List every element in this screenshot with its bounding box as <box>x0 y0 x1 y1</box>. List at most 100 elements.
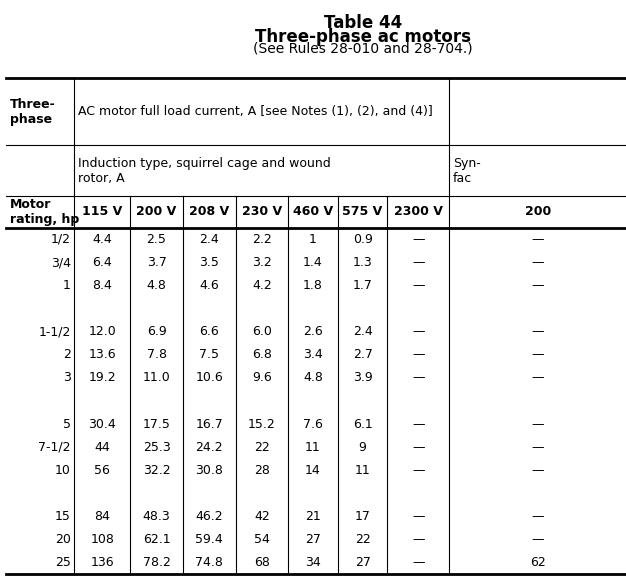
Text: 5: 5 <box>63 418 71 431</box>
Text: —: — <box>412 279 424 292</box>
Text: 16.7: 16.7 <box>195 418 223 431</box>
Text: 6.1: 6.1 <box>352 418 372 431</box>
Text: 1: 1 <box>63 279 71 292</box>
Text: 3: 3 <box>63 371 71 385</box>
Text: —: — <box>531 371 544 385</box>
Text: 20: 20 <box>55 533 71 546</box>
Text: 19.2: 19.2 <box>88 371 116 385</box>
Text: 2300 V: 2300 V <box>394 205 443 219</box>
Text: 8.4: 8.4 <box>93 279 112 292</box>
Text: —: — <box>412 464 424 477</box>
Text: 11.0: 11.0 <box>143 371 170 385</box>
Text: 3.5: 3.5 <box>199 256 219 269</box>
Text: —: — <box>531 325 544 338</box>
Text: 1/2: 1/2 <box>51 233 71 246</box>
Text: 200 V: 200 V <box>136 205 177 219</box>
Text: 15.2: 15.2 <box>248 418 276 431</box>
Text: 7.8: 7.8 <box>146 349 167 361</box>
Text: —: — <box>531 233 544 246</box>
Text: 3.7: 3.7 <box>146 256 167 269</box>
Text: 460 V: 460 V <box>293 205 333 219</box>
Text: —: — <box>412 371 424 385</box>
Text: 2: 2 <box>63 349 71 361</box>
Text: 22: 22 <box>355 533 371 546</box>
Text: 12.0: 12.0 <box>88 325 116 338</box>
Text: 10.6: 10.6 <box>195 371 223 385</box>
Text: —: — <box>412 556 424 569</box>
Text: 11: 11 <box>355 464 371 477</box>
Text: 56: 56 <box>95 464 110 477</box>
Text: Table 44: Table 44 <box>324 14 402 32</box>
Text: 3.2: 3.2 <box>252 256 272 269</box>
Text: 27: 27 <box>355 556 371 569</box>
Text: 4.8: 4.8 <box>146 279 167 292</box>
Text: 9.6: 9.6 <box>252 371 272 385</box>
Text: 575 V: 575 V <box>342 205 382 219</box>
Text: 62: 62 <box>530 556 546 569</box>
Text: 13.6: 13.6 <box>88 349 116 361</box>
Text: 4.2: 4.2 <box>252 279 272 292</box>
Text: —: — <box>531 441 544 454</box>
Text: 2.2: 2.2 <box>252 233 272 246</box>
Text: 108: 108 <box>90 533 115 546</box>
Text: 7-1/2: 7-1/2 <box>38 441 71 454</box>
Text: —: — <box>531 279 544 292</box>
Text: Induction type, squirrel cage and wound
rotor, A: Induction type, squirrel cage and wound … <box>78 157 331 184</box>
Text: —: — <box>412 325 424 338</box>
Text: 3/4: 3/4 <box>51 256 71 269</box>
Text: 22: 22 <box>254 441 270 454</box>
Text: 6.9: 6.9 <box>146 325 167 338</box>
Text: 115 V: 115 V <box>82 205 123 219</box>
Text: 25.3: 25.3 <box>143 441 170 454</box>
Text: 68: 68 <box>254 556 270 569</box>
Text: 0.9: 0.9 <box>352 233 372 246</box>
Text: 17: 17 <box>355 510 371 523</box>
Text: —: — <box>412 418 424 431</box>
Text: 7.5: 7.5 <box>199 349 219 361</box>
Text: 32.2: 32.2 <box>143 464 170 477</box>
Text: 6.4: 6.4 <box>93 256 112 269</box>
Text: 6.0: 6.0 <box>252 325 272 338</box>
Text: 200: 200 <box>525 205 551 219</box>
Text: 9: 9 <box>359 441 367 454</box>
Text: 3.9: 3.9 <box>352 371 372 385</box>
Text: 14: 14 <box>305 464 321 477</box>
Text: 25: 25 <box>55 556 71 569</box>
Text: 11: 11 <box>305 441 321 454</box>
Text: —: — <box>412 256 424 269</box>
Text: 2.5: 2.5 <box>146 233 167 246</box>
Text: 21: 21 <box>305 510 321 523</box>
Text: 1.4: 1.4 <box>303 256 323 269</box>
Text: —: — <box>531 464 544 477</box>
Text: 2.4: 2.4 <box>352 325 372 338</box>
Text: 1.8: 1.8 <box>303 279 323 292</box>
Text: —: — <box>531 533 544 546</box>
Text: 208 V: 208 V <box>189 205 229 219</box>
Text: —: — <box>531 349 544 361</box>
Text: 28: 28 <box>254 464 270 477</box>
Text: 62.1: 62.1 <box>143 533 170 546</box>
Text: —: — <box>412 533 424 546</box>
Text: 136: 136 <box>91 556 114 569</box>
Text: 6.8: 6.8 <box>252 349 272 361</box>
Text: —: — <box>531 510 544 523</box>
Text: —: — <box>412 441 424 454</box>
Text: 30.4: 30.4 <box>88 418 116 431</box>
Text: AC motor full load current, A [see Notes (1), (2), and (4)]: AC motor full load current, A [see Notes… <box>78 105 433 118</box>
Text: 6.6: 6.6 <box>199 325 219 338</box>
Text: 4.4: 4.4 <box>93 233 112 246</box>
Text: 42: 42 <box>254 510 270 523</box>
Text: (See Rules 28-010 and 28-704.): (See Rules 28-010 and 28-704.) <box>254 42 473 56</box>
Text: 10: 10 <box>55 464 71 477</box>
Text: 1: 1 <box>309 233 317 246</box>
Text: 3.4: 3.4 <box>303 349 323 361</box>
Text: 54: 54 <box>254 533 270 546</box>
Text: 27: 27 <box>305 533 321 546</box>
Text: Three-phase ac motors: Three-phase ac motors <box>255 28 471 46</box>
Text: 2.4: 2.4 <box>199 233 219 246</box>
Text: —: — <box>412 510 424 523</box>
Text: 1.3: 1.3 <box>352 256 372 269</box>
Text: 15: 15 <box>55 510 71 523</box>
Text: 2.7: 2.7 <box>352 349 372 361</box>
Text: 17.5: 17.5 <box>143 418 170 431</box>
